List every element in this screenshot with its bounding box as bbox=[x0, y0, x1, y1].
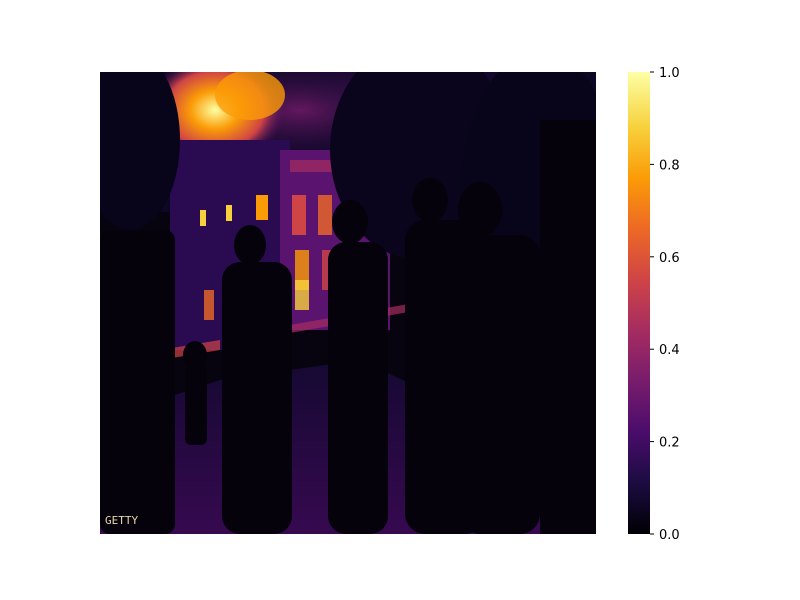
colorbar-tick-label: 0.4 bbox=[659, 343, 680, 358]
watermark-text: GETTY bbox=[105, 514, 138, 527]
colorbar-tick-label: 0.6 bbox=[659, 251, 680, 266]
colorbar-tick-label: 1.0 bbox=[659, 66, 680, 81]
colorbar-tick-label: 0.2 bbox=[659, 436, 680, 451]
colorbar-tick-label: 0.0 bbox=[659, 528, 680, 543]
colorbar-tick-label: 0.8 bbox=[659, 158, 680, 173]
colorbar-gradient bbox=[628, 72, 650, 534]
colorbar: 0.0 0.2 0.4 0.6 0.8 1.0 bbox=[628, 66, 680, 543]
colorbar-ticks: 0.0 0.2 0.4 0.6 0.8 1.0 bbox=[650, 66, 680, 543]
crowd-silhouettes bbox=[100, 120, 596, 534]
image-panel: GETTY bbox=[100, 72, 596, 534]
